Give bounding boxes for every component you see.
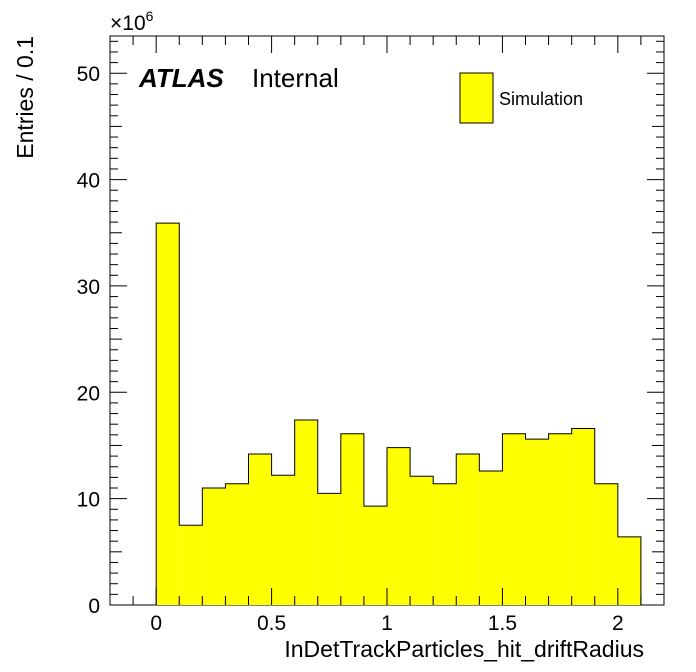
y-tick-label: 50 — [77, 63, 100, 86]
histogram-bin — [363, 506, 387, 605]
histogram-bin — [456, 453, 480, 605]
atlas-label: ATLAS — [138, 63, 224, 93]
legend: Simulation — [459, 72, 583, 124]
x-tick-label: 1.5 — [488, 612, 517, 635]
y-axis-title: Entries / 0.1 — [12, 36, 38, 159]
y-tick-label: 20 — [77, 382, 100, 405]
histogram-bin — [248, 453, 272, 605]
x-tick-label: 2 — [612, 612, 624, 635]
histogram-bin — [548, 433, 572, 605]
histogram-bin — [294, 419, 318, 605]
y-multiplier: ×106 — [110, 8, 154, 35]
y-tick-labels: 0 10 20 30 40 50 — [77, 63, 100, 618]
histogram-bin — [271, 475, 295, 605]
histogram-bin — [202, 488, 226, 605]
x-tick-label: 0.5 — [257, 612, 286, 635]
histogram-outline — [155, 222, 642, 605]
histogram-bin — [179, 525, 203, 605]
histogram-bin — [340, 433, 364, 605]
legend-swatch — [459, 72, 494, 124]
histogram-bin — [502, 433, 526, 605]
histogram-bars — [155, 222, 642, 605]
histogram-bin — [594, 483, 618, 605]
histogram-bin — [433, 483, 457, 605]
legend-label-simulation: Simulation — [499, 89, 583, 109]
x-tick-label: 0 — [150, 612, 162, 635]
histogram-bin — [317, 493, 341, 605]
histogram-bin — [571, 428, 595, 605]
histogram-bin — [525, 439, 549, 605]
x-tick-labels: 0 0.5 1 1.5 2 — [150, 612, 623, 635]
histogram-bin — [225, 483, 249, 605]
y-tick-label: 10 — [77, 489, 100, 512]
x-tick-label: 1 — [381, 612, 393, 635]
histogram-bin — [479, 470, 503, 605]
axis-ticks — [109, 36, 665, 606]
x-axis-title: InDetTrackParticles_hit_driftRadius — [284, 636, 644, 662]
histogram-bin — [617, 536, 641, 605]
y-tick-label: 30 — [77, 276, 100, 299]
y-tick-label: 40 — [77, 170, 100, 193]
histogram-bin — [387, 447, 411, 605]
internal-label: Internal — [252, 63, 339, 93]
histogram-bin — [410, 476, 434, 605]
histogram-bin — [156, 223, 180, 605]
y-tick-label: 0 — [88, 595, 100, 618]
